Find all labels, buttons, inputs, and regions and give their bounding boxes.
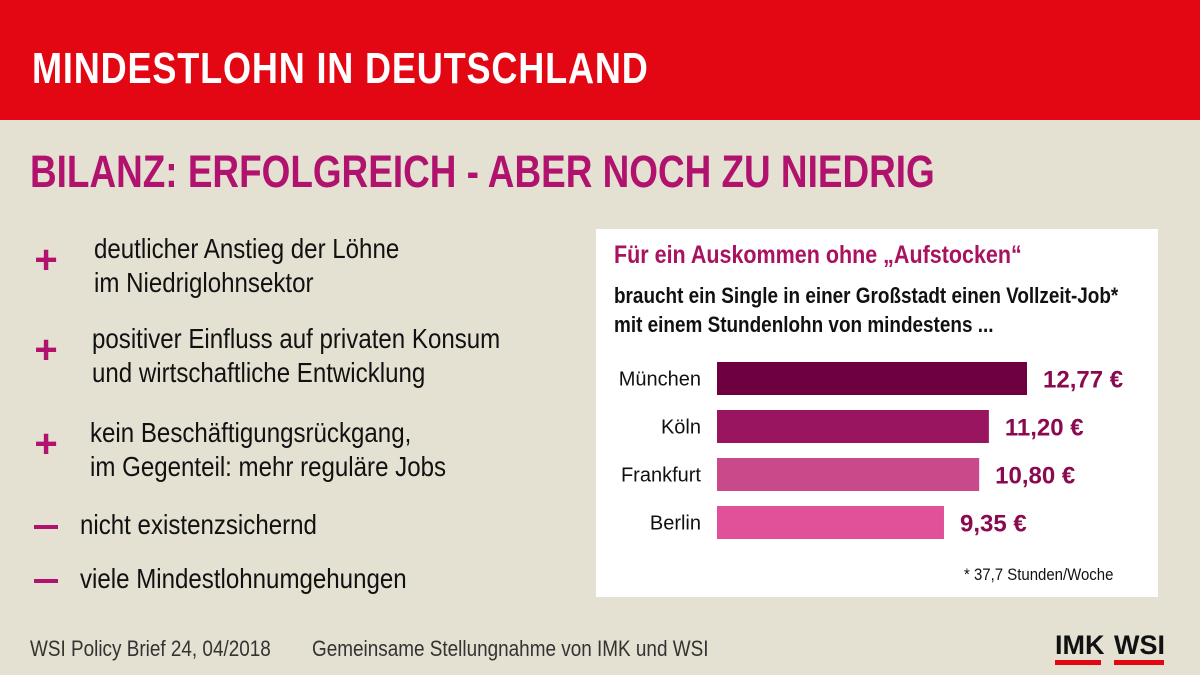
category-label: Köln — [661, 417, 701, 439]
chart-subtitle: braucht ein Single in einer Großstadt ei… — [614, 281, 1118, 339]
page-title: MINDESTLOHN IN DEUTSCHLAND — [32, 44, 649, 93]
point-text-line1: positiver Einfluss auf privaten Konsum — [92, 323, 501, 354]
bar-chart: München 12,77 € Köln 11,20 € Frankfurt 10,80 … — [619, 362, 1123, 539]
point-text-line1: deutlicher Anstieg der Löhne — [94, 233, 400, 264]
footer-source: WSI Policy Brief 24, 04/2018 — [30, 636, 271, 661]
category-label: Frankfurt — [621, 465, 701, 487]
page-subtitle: BILANZ: ERFOLGREICH - ABER NOCH ZU NIEDR… — [30, 146, 935, 197]
plus-marker: + — [34, 238, 58, 282]
point-text-line2: im Niedriglohnsektor — [94, 267, 314, 298]
chart-subtitle-line2: mit einem Stundenlohn von mindestens ... — [614, 312, 994, 337]
header-banner: MINDESTLOHN IN DEUTSCHLAND — [0, 0, 1200, 120]
chart-subtitle-line1: braucht ein Single in einer Großstadt ei… — [614, 283, 1119, 308]
wsi-logo: WSI — [1114, 630, 1165, 665]
point-text-line1: viele Mindestlohnumgehungen — [80, 563, 407, 594]
plus-marker: + — [34, 422, 58, 466]
value-label: 9,35 € — [960, 511, 1027, 538]
minus-marker — [34, 525, 58, 529]
point-text-line2: und wirtschaftliche Entwicklung — [92, 357, 426, 388]
category-label: München — [619, 369, 701, 391]
bar — [717, 362, 1027, 395]
bar — [717, 410, 989, 443]
point-text-line1: nicht existenzsichernd — [80, 509, 317, 540]
footer-note: Gemeinsame Stellungnahme von IMK und WSI — [312, 636, 709, 661]
bar — [717, 506, 944, 539]
chart-footnote: * 37,7 Stunden/Woche — [964, 565, 1114, 584]
chart-card: Für ein Auskommen ohne „Aufstocken“ brau… — [596, 229, 1158, 597]
point-text-line1: kein Beschäftigungsrückgang, — [90, 417, 412, 448]
imk-logo: IMK — [1055, 630, 1105, 665]
category-label: Berlin — [650, 513, 701, 535]
point-text-line2: im Gegenteil: mehr reguläre Jobs — [90, 451, 447, 482]
bar — [717, 458, 980, 491]
minus-marker — [34, 579, 58, 583]
value-label: 11,20 € — [1005, 415, 1084, 442]
value-label: 12,77 € — [1043, 367, 1123, 394]
chart-title: Für ein Auskommen ohne „Aufstocken“ — [614, 241, 1022, 269]
plus-marker: + — [34, 328, 58, 372]
value-label: 10,80 € — [995, 463, 1075, 490]
